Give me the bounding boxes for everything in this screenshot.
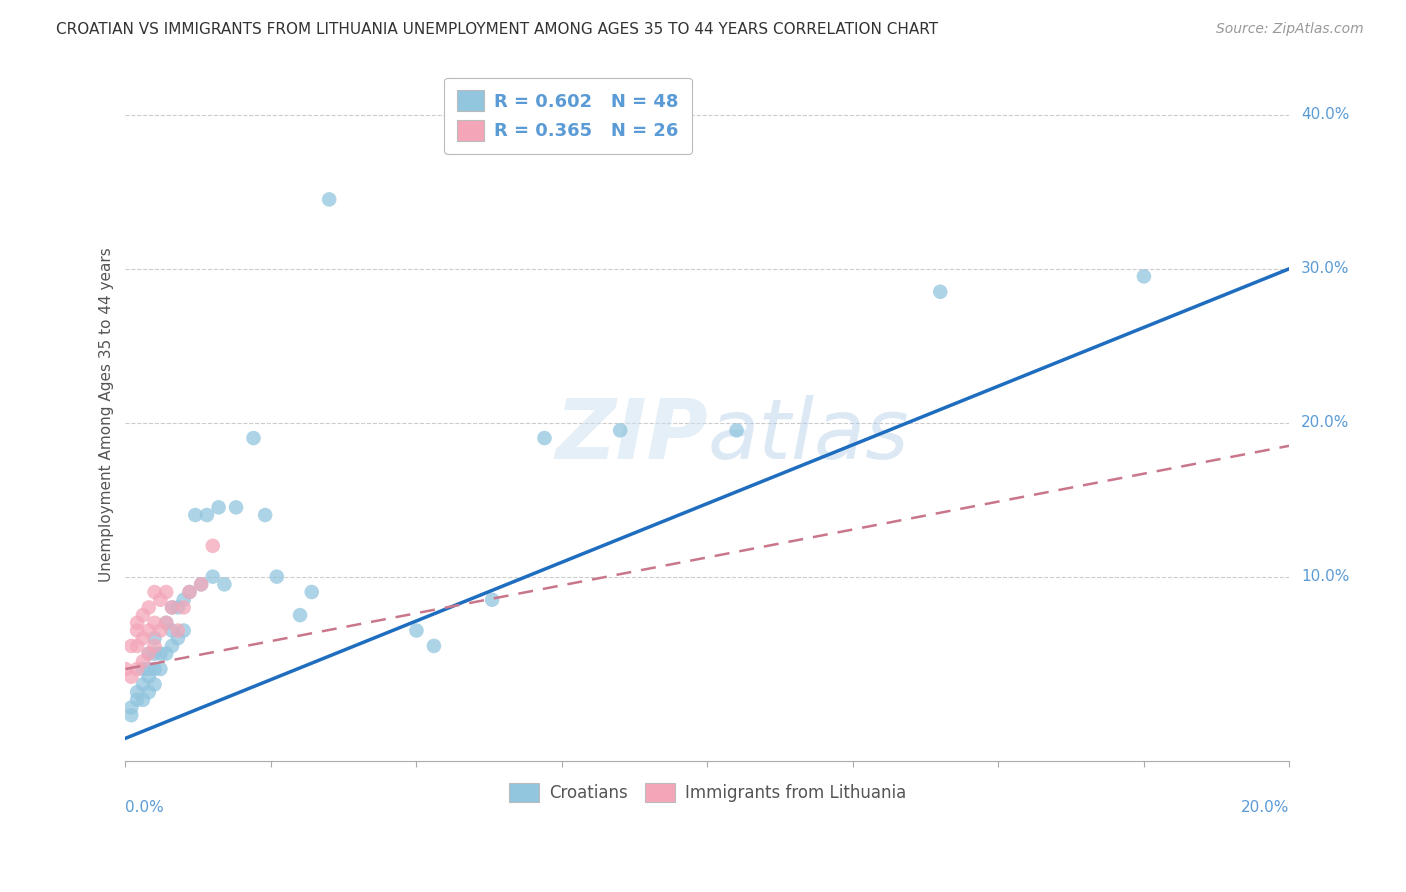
- Point: [160, 639, 183, 653]
- Point: [166, 631, 188, 645]
- Point: [127, 624, 149, 638]
- Point: [143, 639, 166, 653]
- Point: [132, 662, 155, 676]
- Point: [138, 647, 160, 661]
- Point: [138, 670, 160, 684]
- Point: [201, 569, 224, 583]
- Point: [242, 431, 264, 445]
- Point: [132, 693, 155, 707]
- Point: [225, 500, 247, 515]
- Point: [207, 500, 229, 515]
- Text: Source: ZipAtlas.com: Source: ZipAtlas.com: [1216, 22, 1364, 37]
- Point: [201, 539, 224, 553]
- Text: 20.0%: 20.0%: [1301, 415, 1350, 430]
- Point: [179, 585, 201, 599]
- Point: [120, 639, 142, 653]
- Point: [1133, 269, 1156, 284]
- Point: [114, 662, 136, 676]
- Point: [179, 585, 201, 599]
- Point: [155, 585, 177, 599]
- Point: [481, 592, 503, 607]
- Point: [132, 608, 155, 623]
- Point: [173, 600, 195, 615]
- Text: atlas: atlas: [707, 395, 910, 476]
- Point: [149, 592, 172, 607]
- Text: 0.0%: 0.0%: [125, 800, 165, 815]
- Point: [155, 615, 177, 630]
- Point: [138, 600, 160, 615]
- Point: [155, 615, 177, 630]
- Point: [533, 431, 555, 445]
- Point: [143, 662, 166, 676]
- Point: [155, 647, 177, 661]
- Point: [143, 631, 166, 645]
- Point: [423, 639, 446, 653]
- Point: [132, 631, 155, 645]
- Point: [929, 285, 952, 299]
- Point: [190, 577, 212, 591]
- Text: 20.0%: 20.0%: [1241, 800, 1289, 815]
- Point: [288, 608, 311, 623]
- Text: 10.0%: 10.0%: [1301, 569, 1350, 584]
- Point: [127, 693, 149, 707]
- Point: [143, 585, 166, 599]
- Point: [173, 624, 195, 638]
- Legend: Croatians, Immigrants from Lithuania: Croatians, Immigrants from Lithuania: [502, 776, 912, 808]
- Point: [166, 600, 188, 615]
- Point: [143, 615, 166, 630]
- Point: [127, 662, 149, 676]
- Point: [127, 639, 149, 653]
- Text: 40.0%: 40.0%: [1301, 107, 1350, 122]
- Point: [149, 662, 172, 676]
- Point: [127, 615, 149, 630]
- Y-axis label: Unemployment Among Ages 35 to 44 years: Unemployment Among Ages 35 to 44 years: [100, 248, 114, 582]
- Point: [143, 677, 166, 691]
- Point: [405, 624, 427, 638]
- Point: [120, 708, 142, 723]
- Point: [184, 508, 207, 522]
- Point: [138, 624, 160, 638]
- Point: [173, 592, 195, 607]
- Point: [214, 577, 236, 591]
- Point: [301, 585, 323, 599]
- Point: [160, 600, 183, 615]
- Point: [132, 654, 155, 668]
- Point: [195, 508, 218, 522]
- Point: [266, 569, 288, 583]
- Point: [609, 423, 631, 437]
- Point: [120, 670, 142, 684]
- Text: 30.0%: 30.0%: [1301, 261, 1350, 277]
- Text: CROATIAN VS IMMIGRANTS FROM LITHUANIA UNEMPLOYMENT AMONG AGES 35 TO 44 YEARS COR: CROATIAN VS IMMIGRANTS FROM LITHUANIA UN…: [56, 22, 938, 37]
- Point: [143, 647, 166, 661]
- Point: [166, 624, 188, 638]
- Point: [138, 662, 160, 676]
- Point: [149, 624, 172, 638]
- Point: [160, 624, 183, 638]
- Point: [190, 577, 212, 591]
- Text: ZIP: ZIP: [555, 395, 707, 476]
- Point: [127, 685, 149, 699]
- Point: [149, 647, 172, 661]
- Point: [318, 193, 340, 207]
- Point: [160, 600, 183, 615]
- Point: [725, 423, 748, 437]
- Point: [138, 685, 160, 699]
- Point: [132, 677, 155, 691]
- Point: [120, 700, 142, 714]
- Point: [254, 508, 277, 522]
- Point: [138, 647, 160, 661]
